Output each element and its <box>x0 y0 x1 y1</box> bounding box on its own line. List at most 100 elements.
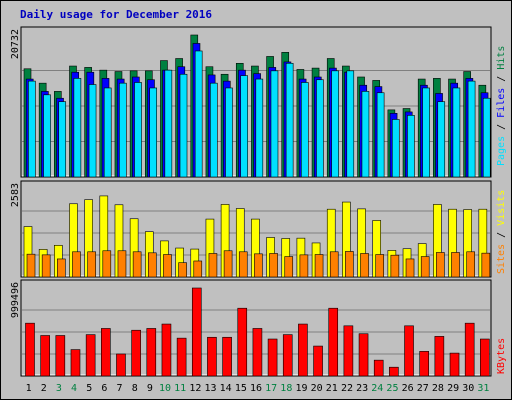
middle-max-label: 2583 <box>10 183 21 207</box>
bar-kbytes-day-5 <box>85 334 96 377</box>
day-label-9: 9 <box>147 383 153 394</box>
bar-pages-day-21 <box>331 70 339 178</box>
bar-sites-day-9 <box>147 252 157 278</box>
bar-pages-day-26 <box>407 115 415 178</box>
bar-pages-day-13 <box>210 82 218 178</box>
bar-pages-day-30 <box>467 80 476 178</box>
bar-pages-day-16 <box>255 78 264 178</box>
bar-pages-day-9 <box>149 87 157 178</box>
bar-pages-day-17 <box>270 70 279 178</box>
bar-sites-day-4 <box>72 251 81 278</box>
bar-pages-day-6 <box>103 87 112 178</box>
bar-kbytes-day-20 <box>313 345 323 377</box>
day-label-31: 31 <box>477 383 489 394</box>
bar-sites-day-6 <box>102 250 112 278</box>
bar-kbytes-day-29 <box>449 352 460 377</box>
day-label-15: 15 <box>235 383 247 394</box>
bar-sites-day-23 <box>360 253 369 278</box>
bar-kbytes-day-4 <box>70 349 81 377</box>
bar-kbytes-day-7 <box>116 353 126 377</box>
bar-sites-day-11 <box>178 262 187 278</box>
bar-pages-day-18 <box>285 63 294 178</box>
bar-sites-day-7 <box>117 250 127 278</box>
bar-sites-day-16 <box>254 253 263 278</box>
day-label-7: 7 <box>117 383 123 394</box>
bar-sites-day-20 <box>314 254 324 278</box>
bar-kbytes-day-18 <box>282 334 293 377</box>
bar-sites-day-17 <box>269 253 278 278</box>
bar-kbytes-day-19 <box>298 323 308 377</box>
bar-pages-day-31 <box>482 97 491 178</box>
bar-sites-day-22 <box>345 251 354 278</box>
bar-pages-day-25 <box>391 119 400 178</box>
day-label-11: 11 <box>174 383 186 394</box>
top-max-label: 20732 <box>10 29 21 59</box>
bar-kbytes-day-30 <box>464 322 475 377</box>
bar-sites-day-15 <box>238 251 248 278</box>
day-label-20: 20 <box>311 383 323 394</box>
bar-pages-day-22 <box>346 70 355 178</box>
day-label-25: 25 <box>386 383 398 394</box>
bar-pages-day-7 <box>119 82 127 178</box>
bar-sites-day-5 <box>87 251 96 278</box>
day-label-23: 23 <box>356 383 368 394</box>
bar-pages-day-20 <box>316 79 324 178</box>
day-label-6: 6 <box>101 383 107 394</box>
bar-sites-day-27 <box>420 256 430 278</box>
bar-kbytes-day-25 <box>389 366 399 377</box>
bar-sites-day-14 <box>223 250 233 278</box>
bar-sites-day-26 <box>405 258 415 278</box>
legend-top: Pages / Files / Hits <box>496 46 507 166</box>
bar-sites-day-21 <box>329 251 339 278</box>
day-label-29: 29 <box>447 383 459 394</box>
bar-sites-day-8 <box>132 251 142 278</box>
day-label-1: 1 <box>26 383 32 394</box>
bar-sites-day-3 <box>57 258 66 278</box>
bar-kbytes-day-11 <box>176 337 187 377</box>
chart-title: Daily usage for December 2016 <box>20 8 213 21</box>
bar-kbytes-day-28 <box>434 336 445 377</box>
bar-pages-day-19 <box>301 82 309 178</box>
day-label-18: 18 <box>280 383 292 394</box>
bar-sites-day-30 <box>466 251 475 278</box>
bar-sites-day-12 <box>193 260 203 278</box>
bar-pages-day-12 <box>194 50 203 178</box>
legend-middle: Sites / Visits <box>496 190 507 274</box>
bar-kbytes-day-13 <box>207 336 217 377</box>
bar-pages-day-14 <box>225 87 233 178</box>
bar-kbytes-day-15 <box>237 307 248 377</box>
bar-pages-day-23 <box>361 91 370 178</box>
bar-pages-day-28 <box>437 101 446 178</box>
day-label-30: 30 <box>462 383 474 394</box>
day-label-10: 10 <box>159 383 171 394</box>
bar-sites-day-13 <box>208 253 218 278</box>
bar-kbytes-day-9 <box>146 328 157 377</box>
day-label-4: 4 <box>71 383 77 394</box>
bar-sites-day-19 <box>299 254 309 278</box>
bar-kbytes-day-26 <box>404 325 414 377</box>
bar-pages-day-29 <box>452 87 461 178</box>
bar-pages-day-4 <box>73 78 82 178</box>
bar-kbytes-day-23 <box>358 333 369 377</box>
day-label-17: 17 <box>265 383 277 394</box>
bar-pages-day-3 <box>58 101 67 178</box>
bar-sites-day-18 <box>284 256 294 278</box>
bar-sites-day-29 <box>451 252 460 278</box>
bar-sites-day-1 <box>26 253 36 278</box>
day-label-24: 24 <box>371 383 383 394</box>
day-label-22: 22 <box>341 383 353 394</box>
bar-pages-day-10 <box>164 69 173 178</box>
legend-bottom: KBytes <box>496 338 507 374</box>
day-label-13: 13 <box>204 383 216 394</box>
bar-sites-day-25 <box>390 254 400 278</box>
bar-kbytes-day-22 <box>343 325 354 377</box>
day-label-5: 5 <box>86 383 92 394</box>
bar-sites-day-10 <box>163 254 172 278</box>
bar-sites-day-28 <box>436 252 445 278</box>
bar-pages-day-1 <box>28 80 36 178</box>
bar-kbytes-day-8 <box>131 329 141 377</box>
bar-kbytes-day-31 <box>480 338 490 377</box>
bottom-max-label: 999496 <box>10 282 21 318</box>
